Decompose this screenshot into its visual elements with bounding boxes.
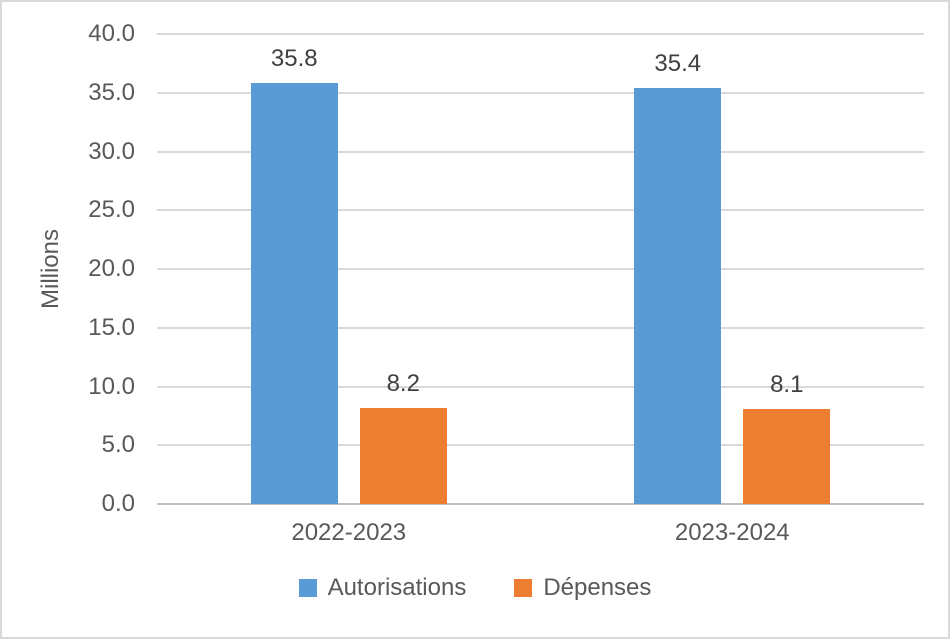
y-tick-label: 25.0 [88, 196, 135, 224]
x-axis-line [157, 503, 924, 505]
gridline [157, 326, 924, 329]
gridline [157, 33, 924, 35]
data-label: 8.2 [386, 369, 420, 397]
legend: Autorisations Dépenses [2, 574, 948, 602]
bar-dépenses-2022-2023 [359, 407, 447, 504]
legend-label: Autorisations [327, 574, 467, 601]
legend-item-dépenses: Dépenses [514, 574, 651, 602]
y-tick-label: 40.0 [88, 20, 135, 47]
gridline [157, 385, 924, 388]
y-tick-label: 10.0 [88, 372, 135, 400]
gridline [157, 444, 924, 447]
y-tick-label: 30.0 [88, 137, 135, 165]
data-label: 35.4 [654, 50, 702, 78]
data-label: 8.1 [770, 370, 804, 398]
legend-swatch-icon [514, 579, 533, 597]
x-category-label: 2022-2023 [291, 519, 407, 546]
y-tick-label: 20.0 [88, 255, 135, 282]
y-tick-label: 35.0 [88, 78, 135, 106]
legend-item-autorisations: Autorisations [298, 574, 467, 602]
bar-dépenses-2023-2024 [743, 408, 831, 504]
y-tick-label: 15.0 [88, 313, 135, 341]
x-category-label: 2023-2024 [674, 519, 790, 546]
gridline [157, 150, 924, 153]
bar-autorisations-2023-2024 [634, 88, 722, 504]
gridline [157, 268, 924, 270]
legend-swatch-icon [298, 579, 317, 597]
y-tick-label: 0.0 [101, 490, 135, 517]
legend-label: Dépenses [543, 574, 652, 601]
bar-autorisations-2022-2023 [250, 83, 338, 504]
gridline [157, 209, 924, 212]
gridline [157, 91, 924, 94]
data-label: 35.8 [270, 45, 318, 73]
y-tick-label: 5.0 [101, 431, 135, 459]
